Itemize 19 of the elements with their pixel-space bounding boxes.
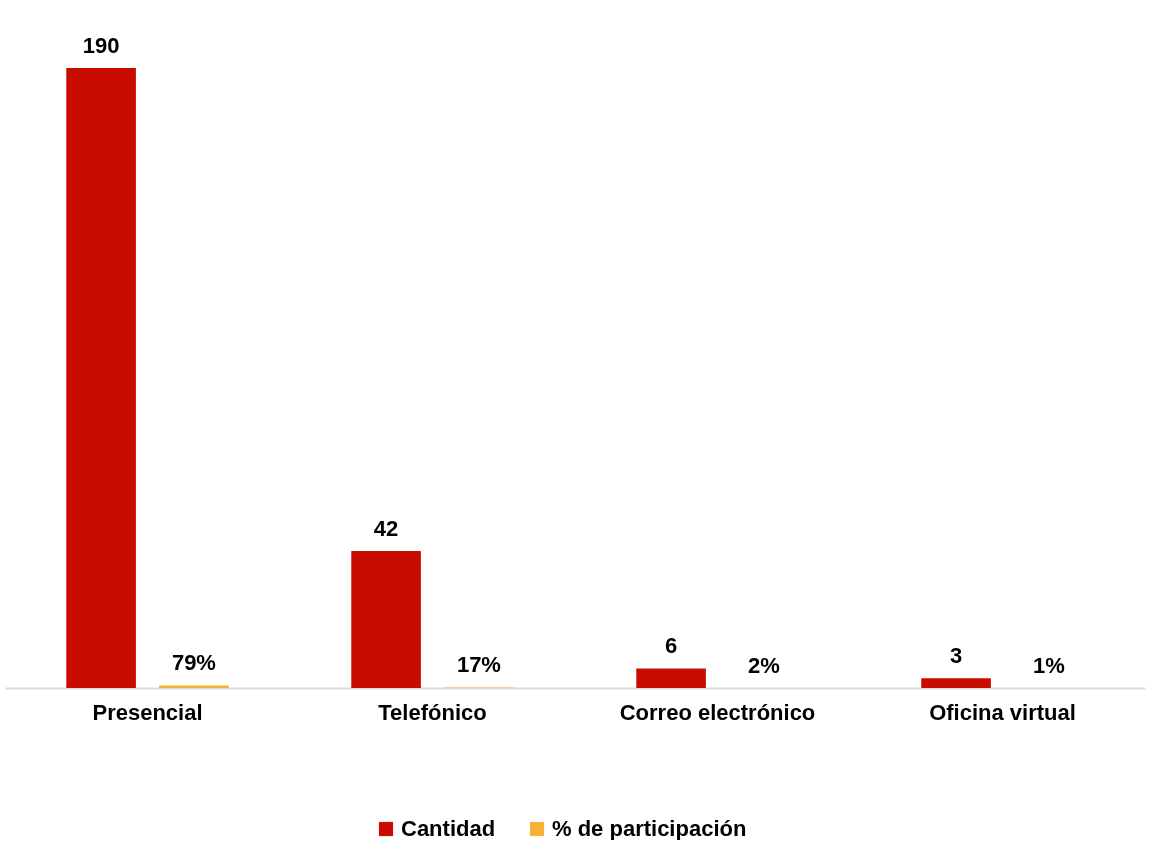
data-label: 190 (82, 33, 120, 58)
legend-label: Cantidad (401, 816, 496, 841)
x-tick-label: Telefónico (378, 699, 487, 725)
data-label: 6 (664, 633, 678, 659)
data-label: 1% (1033, 652, 1065, 678)
bar (66, 68, 136, 688)
bar (636, 668, 706, 688)
x-tick-label: Presencial (92, 699, 203, 725)
data-label: 42 (373, 515, 399, 541)
data-label: 17% (456, 652, 501, 678)
bar (159, 685, 229, 688)
data-label: 79% (171, 650, 216, 676)
data-label: 3 (949, 643, 963, 669)
bar (351, 550, 421, 688)
bar (921, 678, 991, 688)
x-tick-label: Correo electrónico (619, 699, 816, 725)
x-tick-label: Oficina virtual (929, 699, 1076, 725)
legend-label: % de participación (552, 816, 747, 841)
data-label: 2% (748, 652, 780, 678)
